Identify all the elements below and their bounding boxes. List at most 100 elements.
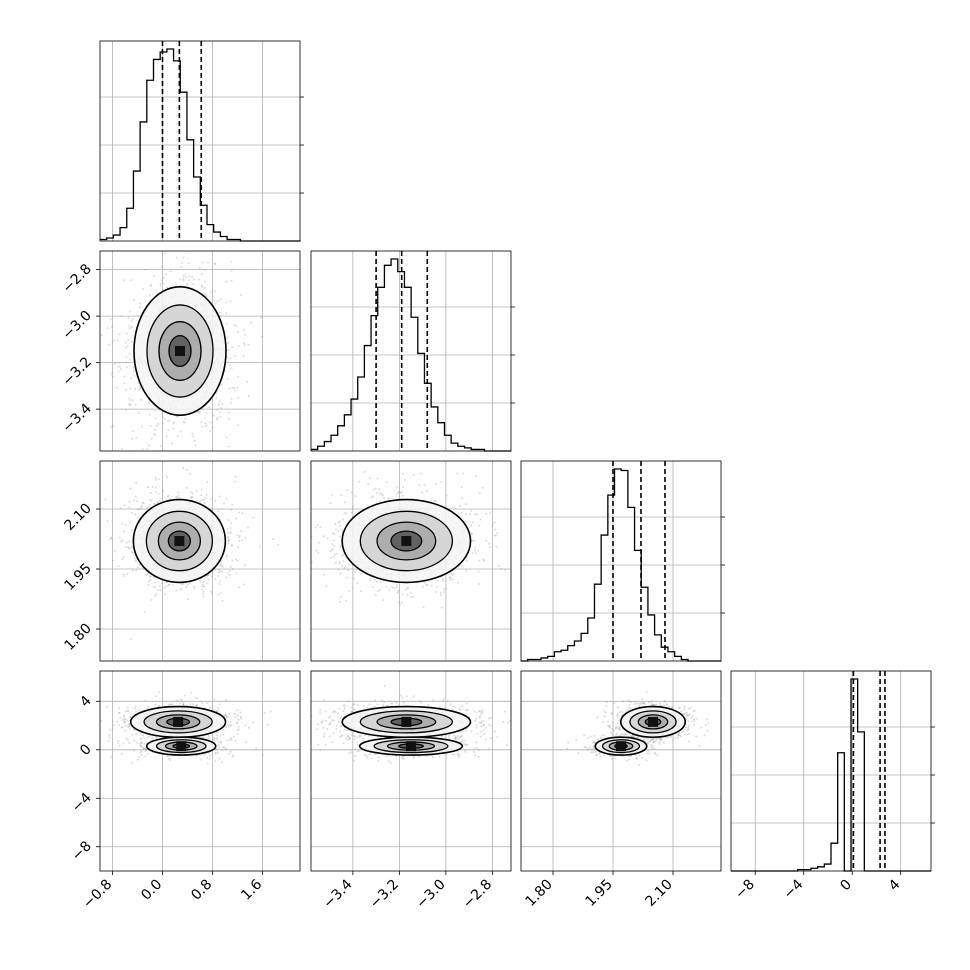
sample-point (329, 550, 332, 553)
sample-point (350, 751, 353, 754)
sample-point (229, 357, 232, 360)
sample-point (400, 491, 403, 494)
sample-point (400, 601, 403, 604)
sample-point (160, 497, 163, 500)
sample-point (182, 704, 185, 707)
sample-point (464, 739, 467, 742)
sample-point (128, 358, 131, 361)
sample-point (339, 545, 342, 548)
sample-point (150, 598, 153, 601)
sample-point (128, 500, 131, 503)
sample-point (121, 539, 124, 542)
sample-point (111, 559, 114, 562)
sample-point (391, 586, 394, 589)
sample-point (370, 496, 373, 499)
sample-point (406, 593, 409, 596)
sample-point (138, 508, 141, 511)
sample-point (135, 481, 138, 484)
sample-point (238, 534, 241, 537)
sample-point (471, 533, 474, 536)
sample-point (187, 598, 190, 601)
sample-point (215, 737, 218, 740)
sample-point (236, 714, 239, 717)
sample-point (185, 586, 188, 589)
sample-point (244, 536, 247, 539)
sample-point (259, 545, 262, 548)
sample-point (230, 738, 233, 741)
sample-point (201, 702, 204, 705)
sample-point (504, 568, 507, 571)
sample-point (237, 718, 240, 721)
sample-point (346, 734, 349, 737)
sample-point (221, 748, 224, 751)
sample-point (155, 490, 158, 493)
sample-point (208, 757, 211, 760)
sample-point (238, 511, 241, 514)
sample-point (143, 747, 146, 750)
sample-point (182, 466, 185, 469)
sample-point (155, 736, 158, 739)
sample-point (341, 565, 344, 568)
sample-point (228, 573, 231, 576)
pair-3-frame (99, 670, 301, 872)
sample-point (214, 499, 217, 502)
sample-point (112, 375, 115, 378)
sample-point (123, 719, 126, 722)
sample-point (186, 704, 189, 707)
sample-point (124, 729, 127, 732)
sample-point (230, 544, 233, 547)
sample-point (237, 728, 240, 731)
sample-point (244, 333, 247, 336)
sample-point (229, 521, 232, 524)
sample-point (354, 747, 357, 750)
sample-point (226, 336, 229, 339)
sample-point (222, 729, 225, 732)
sample-point (367, 483, 370, 486)
sample-point (186, 234, 188, 236)
sample-point (462, 472, 465, 475)
sample-point (225, 576, 228, 579)
sample-point (192, 585, 195, 588)
sample-point (179, 284, 182, 287)
sample-point (334, 710, 337, 713)
sample-point (383, 684, 386, 687)
sample-point (203, 286, 206, 289)
sample-point (481, 709, 484, 712)
sample-point (225, 748, 228, 751)
sample-point (159, 589, 162, 592)
sample-point (209, 421, 212, 424)
sample-point (176, 415, 179, 418)
sample-point (110, 537, 113, 540)
sample-point (191, 495, 194, 498)
sample-point (348, 736, 351, 739)
sample-point (105, 705, 108, 708)
sample-point (133, 374, 136, 377)
sample-point (345, 512, 348, 515)
sample-point (125, 737, 128, 740)
sample-point (181, 703, 184, 706)
sample-point (117, 711, 120, 714)
sample-point (126, 344, 129, 347)
sample-point (128, 728, 131, 731)
sample-point (213, 698, 216, 701)
sample-point (125, 366, 128, 369)
sample-point (316, 524, 319, 527)
sample-point (227, 539, 230, 542)
sample-point (354, 495, 357, 498)
sample-point (128, 403, 131, 406)
sample-point (234, 355, 237, 358)
sample-point (260, 335, 263, 338)
sample-point (160, 279, 163, 282)
sample-point (146, 707, 149, 710)
sample-point (235, 558, 238, 561)
sample-point (219, 563, 222, 566)
sample-point (329, 720, 332, 723)
sample-point (131, 399, 134, 402)
sample-point (198, 267, 201, 270)
sample-point (202, 498, 205, 501)
sample-point (150, 491, 153, 494)
sample-point (117, 739, 120, 742)
sample-point (221, 383, 224, 386)
sample-point (236, 534, 239, 537)
